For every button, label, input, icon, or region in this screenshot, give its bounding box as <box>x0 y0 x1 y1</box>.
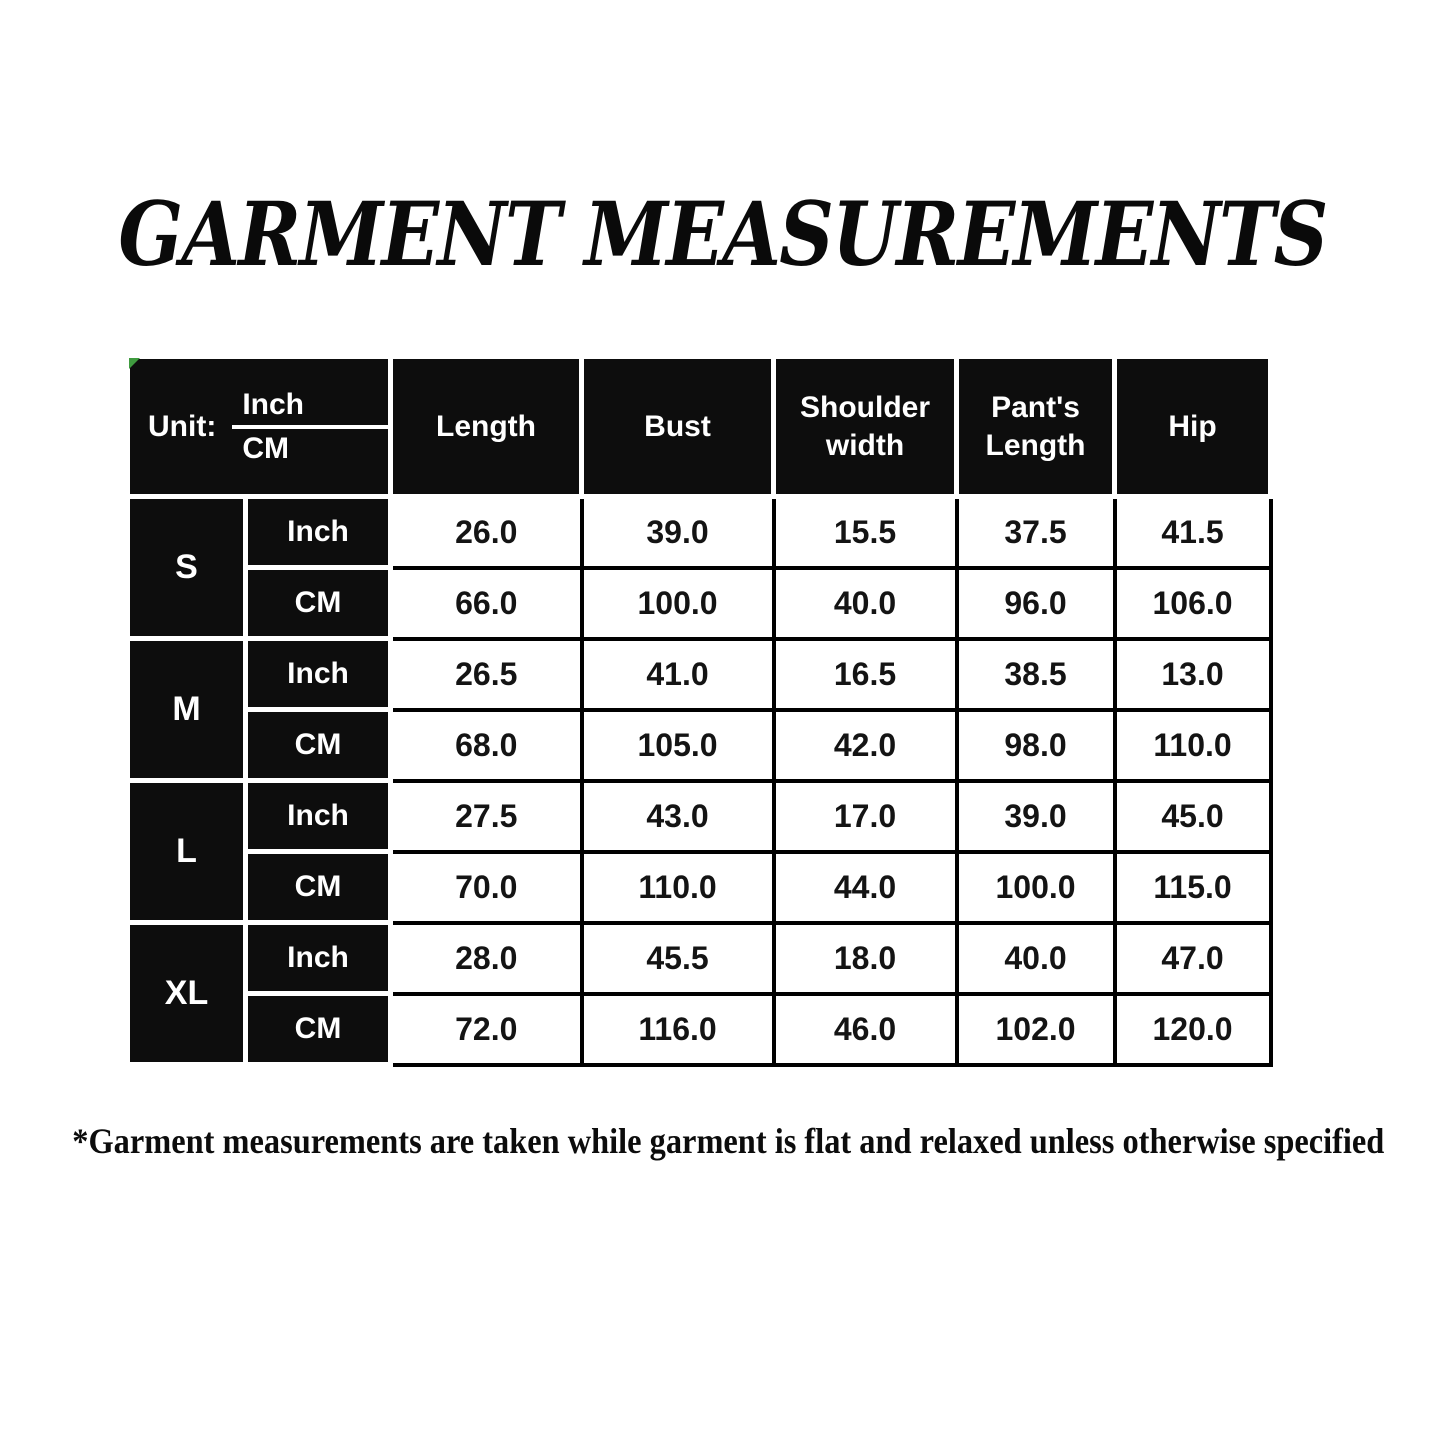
row-m-cm: CM 68.0 105.0 42.0 98.0 110.0 <box>128 707 1273 783</box>
row-unit-cell: Inch <box>242 494 394 570</box>
value-cell: 110.0 <box>1112 707 1273 783</box>
value-cell: 26.0 <box>388 494 584 570</box>
value-cell: 16.5 <box>771 636 959 712</box>
size-cell-m: M <box>125 636 248 783</box>
value-cell: 96.0 <box>954 565 1117 641</box>
value-cell: 116.0 <box>579 991 776 1067</box>
value-cell: 42.0 <box>771 707 959 783</box>
value-cell: 45.0 <box>1112 778 1273 854</box>
value-cell: 43.0 <box>579 778 776 854</box>
page-title: GARMENT MEASUREMENTS <box>118 182 1328 286</box>
value-cell: 72.0 <box>388 991 584 1067</box>
value-cell: 13.0 <box>1112 636 1273 712</box>
row-s-inch: S Inch 26.0 39.0 15.5 37.5 41.5 <box>125 494 1273 641</box>
row-l-cm: CM 70.0 110.0 44.0 100.0 115.0 <box>128 849 1273 925</box>
column-header-hip: Hip <box>1112 354 1274 499</box>
corner-marker-icon <box>129 358 140 369</box>
row-unit-cell: CM <box>242 707 394 783</box>
column-header-length: Length <box>388 354 585 499</box>
value-cell: 115.0 <box>1112 849 1273 925</box>
unit-label: Unit: <box>148 409 217 443</box>
size-cell-l: L <box>125 778 248 925</box>
value-cell: 45.5 <box>579 920 776 996</box>
value-cell: 46.0 <box>771 991 959 1067</box>
value-cell: 41.5 <box>1112 494 1273 570</box>
column-header-shoulder-width: Shoulder width <box>771 354 960 499</box>
size-cell-s: S <box>125 494 248 641</box>
value-cell: 28.0 <box>388 920 584 996</box>
value-cell: 39.0 <box>579 494 776 570</box>
row-xl-cm: CM 72.0 116.0 46.0 102.0 120.0 <box>128 991 1273 1067</box>
unit-header-cell: Unit: Inch CM <box>124 354 394 499</box>
value-cell: 40.0 <box>771 565 959 641</box>
value-cell: 70.0 <box>388 849 584 925</box>
row-unit-cell: CM <box>242 565 394 641</box>
value-cell: 110.0 <box>579 849 776 925</box>
value-cell: 47.0 <box>1112 920 1273 996</box>
value-cell: 27.5 <box>388 778 584 854</box>
value-cell: 39.0 <box>954 778 1117 854</box>
value-cell: 37.5 <box>954 494 1117 570</box>
value-cell: 15.5 <box>771 494 959 570</box>
unit-inch-label: Inch <box>242 387 304 421</box>
column-header-pants-length: Pant's Length <box>954 354 1118 499</box>
value-cell: 66.0 <box>388 565 584 641</box>
header-row: Unit: Inch CM Length Bust Shoulder width… <box>124 354 1274 499</box>
value-cell: 41.0 <box>579 636 776 712</box>
value-cell: 44.0 <box>771 849 959 925</box>
size-chart-table-container: Unit: Inch CM Length Bust Shoulder width… <box>124 354 1274 1067</box>
size-chart-table: Unit: Inch CM Length Bust Shoulder width… <box>124 354 1274 1067</box>
value-cell: 106.0 <box>1112 565 1273 641</box>
value-cell: 38.5 <box>954 636 1117 712</box>
row-unit-cell: CM <box>242 991 394 1067</box>
row-s-cm: CM 66.0 100.0 40.0 96.0 106.0 <box>128 565 1273 641</box>
value-cell: 102.0 <box>954 991 1117 1067</box>
value-cell: 40.0 <box>954 920 1117 996</box>
value-cell: 120.0 <box>1112 991 1273 1067</box>
row-m-inch: M Inch 26.5 41.0 16.5 38.5 13.0 <box>125 636 1273 783</box>
unit-divider-line <box>232 424 386 429</box>
footnote-text: *Garment measurements are taken while ga… <box>72 1121 1385 1161</box>
row-unit-cell: Inch <box>242 778 394 854</box>
value-cell: 17.0 <box>771 778 959 854</box>
row-l-inch: L Inch 27.5 43.0 17.0 39.0 45.0 <box>125 778 1273 925</box>
value-cell: 100.0 <box>954 849 1117 925</box>
value-cell: 18.0 <box>771 920 959 996</box>
column-header-bust: Bust <box>579 354 777 499</box>
value-cell: 105.0 <box>579 707 776 783</box>
value-cell: 68.0 <box>388 707 584 783</box>
size-cell-xl: XL <box>125 920 248 1067</box>
value-cell: 26.5 <box>388 636 584 712</box>
value-cell: 100.0 <box>579 565 776 641</box>
value-cell: 98.0 <box>954 707 1117 783</box>
unit-cm-label: CM <box>242 431 289 465</box>
row-unit-cell: Inch <box>242 636 394 712</box>
row-unit-cell: CM <box>242 849 394 925</box>
row-xl-inch: XL Inch 28.0 45.5 18.0 40.0 47.0 <box>125 920 1273 1067</box>
row-unit-cell: Inch <box>242 920 394 996</box>
unit-fraction: Inch CM <box>232 387 386 467</box>
